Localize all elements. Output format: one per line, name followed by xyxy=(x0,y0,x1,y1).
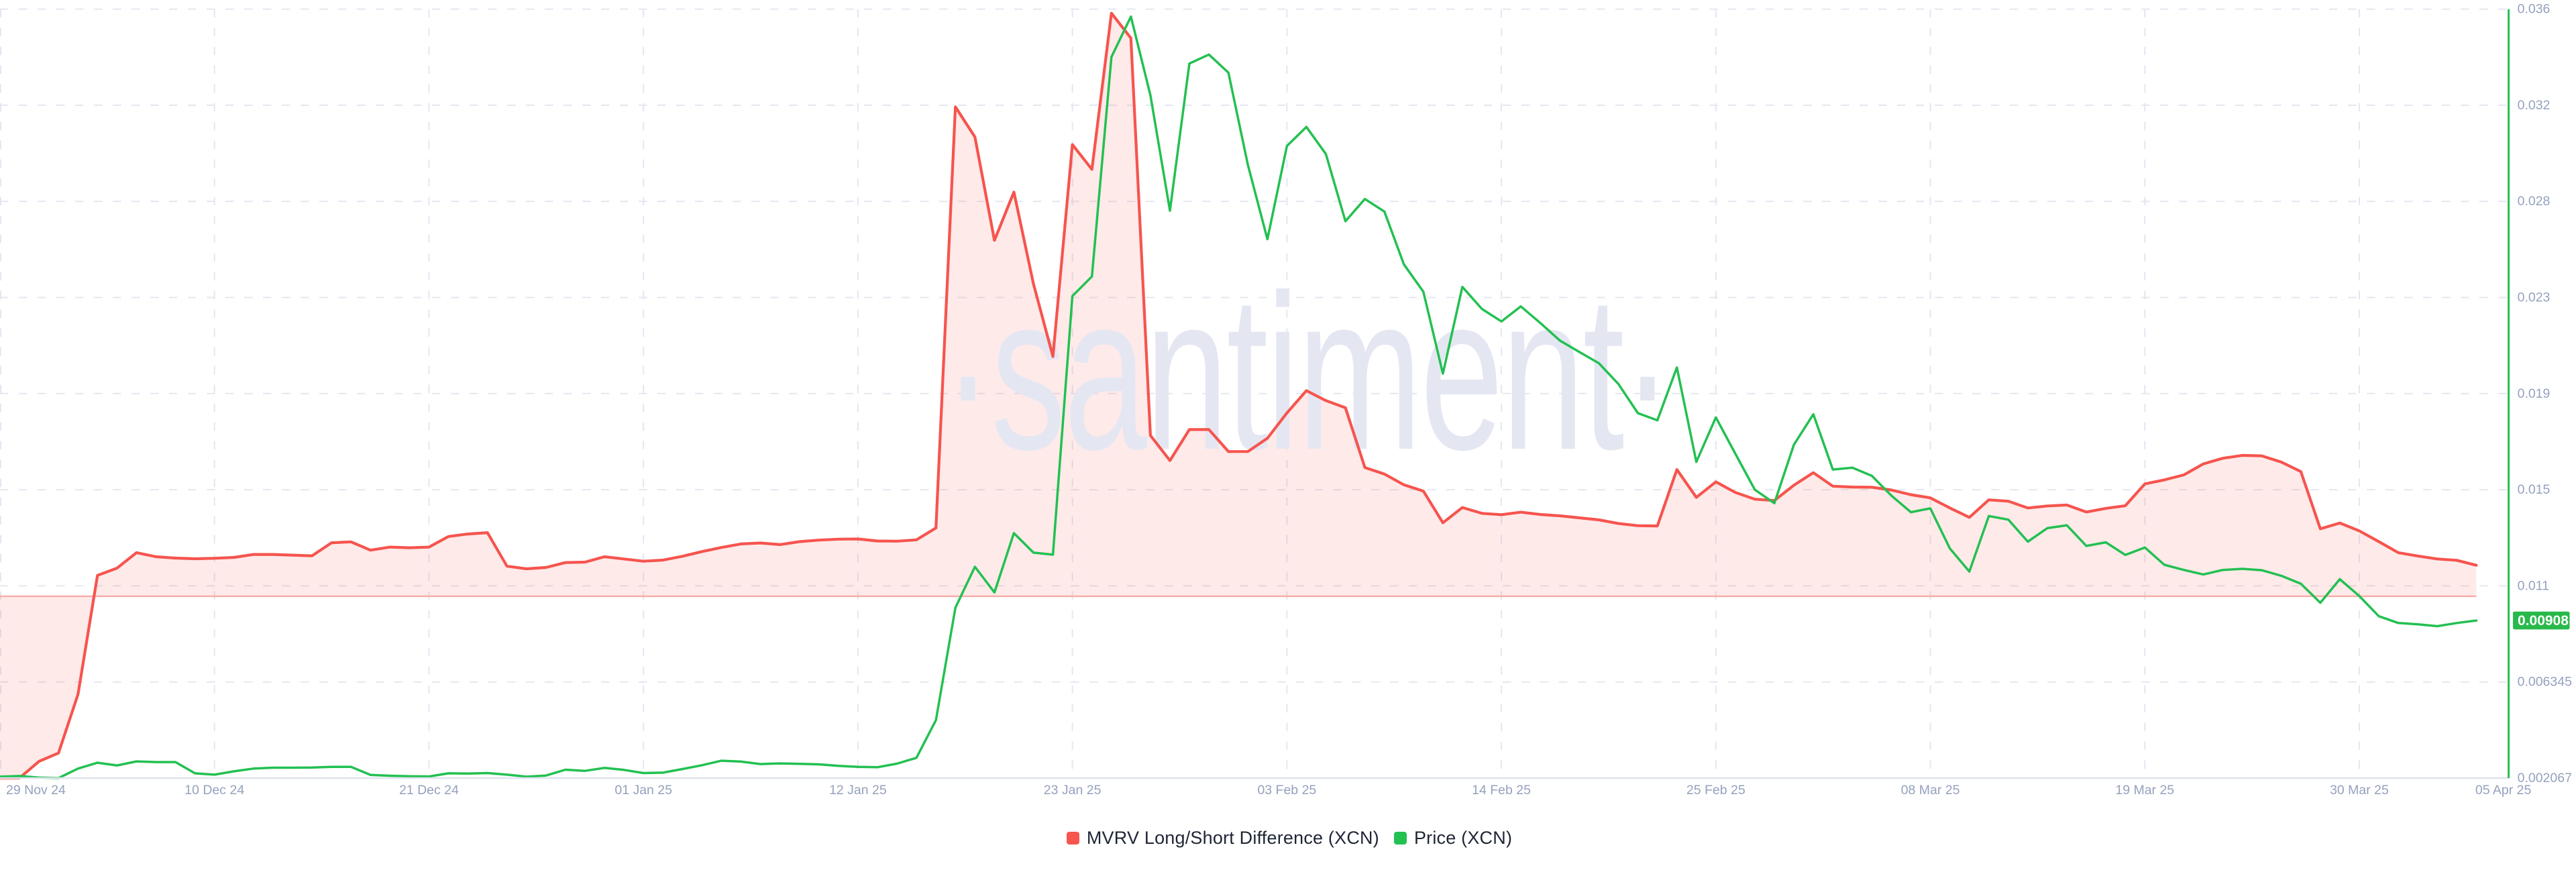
x-axis-tick-label: 30 Mar 25 xyxy=(2330,783,2389,798)
santiment-watermark: ·santiment· xyxy=(943,248,1670,496)
x-axis-tick-label: 03 Feb 25 xyxy=(1257,783,1316,798)
y-axis-tick-label: 0.011 xyxy=(2518,578,2549,593)
x-axis-tick-label: 05 Apr 25 xyxy=(2475,783,2532,798)
x-axis-tick-label: 19 Mar 25 xyxy=(2115,783,2174,798)
y-axis-tick-label: 0.019 xyxy=(2518,386,2551,401)
x-axis-tick-label: 21 Dec 24 xyxy=(399,783,459,798)
mvrv-series-line[interactable] xyxy=(0,11,2478,779)
x-axis-tick-label: 23 Jan 25 xyxy=(1044,783,1102,798)
x-axis-tick-label: 12 Jan 25 xyxy=(829,783,887,798)
mvrv-legend-label: MVRV Long/Short Difference (XCN) xyxy=(1086,827,1379,848)
y-axis-tick-label: 0.002067 xyxy=(2518,771,2572,785)
x-axis-tick-label: 10 Dec 24 xyxy=(184,783,244,798)
chart-legend: MVRV Long/Short Difference (XCN) Price (… xyxy=(0,826,2576,849)
x-axis-tick-label: 14 Feb 25 xyxy=(1472,783,1531,798)
legend-item-mvrv[interactable]: MVRV Long/Short Difference (XCN) xyxy=(1066,827,1379,849)
x-axis-tick-label: 08 Mar 25 xyxy=(1901,783,1960,798)
x-axis-tick-label: 25 Feb 25 xyxy=(1686,783,1746,798)
y-axis-tick-label: 0.006345 xyxy=(2518,675,2572,690)
y-axis-tick-label: 0.028 xyxy=(2518,194,2551,209)
price-legend-label: Price (XCN) xyxy=(1413,827,1513,848)
price-legend-swatch-icon xyxy=(1393,831,1407,844)
y-axis-tick-label: 0.036 xyxy=(2518,2,2551,17)
mvrv-legend-swatch-icon xyxy=(1066,831,1079,844)
last-price-badge-value: 0.00908 xyxy=(2518,613,2569,629)
y-axis-tick-label: 0.032 xyxy=(2518,98,2551,113)
y-axis-tick-label: 0.023 xyxy=(2518,290,2551,305)
legend-item-price[interactable]: Price (XCN) xyxy=(1393,827,1513,849)
price-series-line[interactable] xyxy=(0,15,2478,779)
x-axis-tick-label: 01 Jan 25 xyxy=(614,783,672,798)
x-axis-tick-label: 29 Nov 24 xyxy=(6,783,66,798)
last-price-badge xyxy=(2513,611,2570,630)
y-axis-tick-label: 0.015 xyxy=(2518,482,2551,497)
